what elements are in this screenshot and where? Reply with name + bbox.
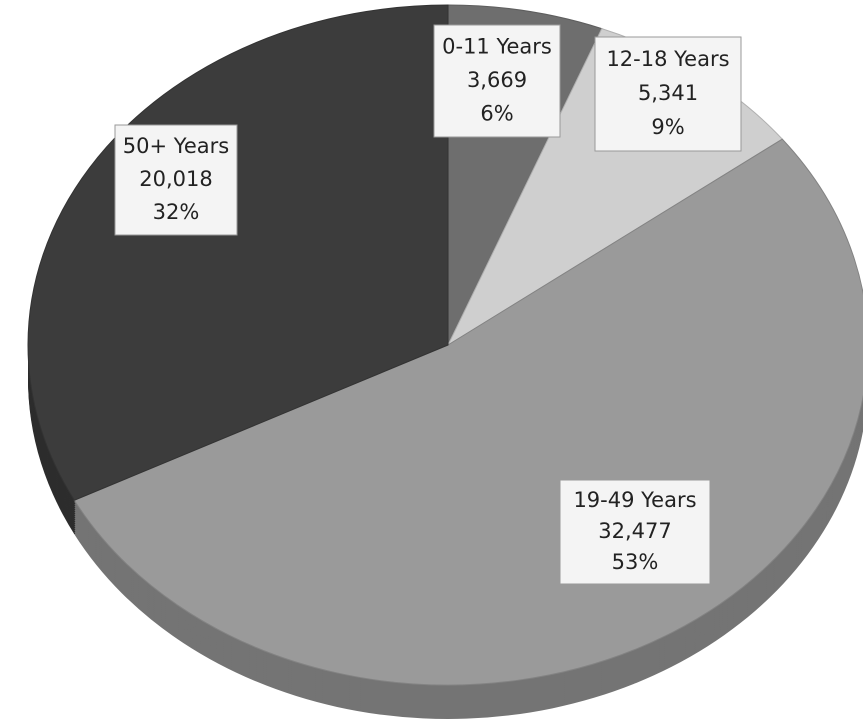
data-label-value: 32,477	[598, 519, 671, 543]
data-label-name: 12-18 Years	[606, 47, 729, 71]
data-label-value: 5,341	[638, 81, 698, 105]
label-box	[433, 24, 561, 138]
data-label-percent: 53%	[612, 550, 659, 574]
data-label-percent: 9%	[651, 115, 684, 139]
label-box	[594, 36, 742, 152]
label-box	[559, 479, 711, 585]
data-label-name: 50+ Years	[123, 134, 229, 158]
data-label-value: 20,018	[139, 167, 212, 191]
data-label-name: 19-49 Years	[573, 488, 696, 512]
data-label-percent: 6%	[480, 102, 513, 126]
data-label-percent: 32%	[153, 200, 200, 224]
label-box	[114, 124, 238, 236]
data-label-name: 0-11 Years	[442, 34, 552, 58]
data-label-value: 3,669	[467, 68, 527, 92]
